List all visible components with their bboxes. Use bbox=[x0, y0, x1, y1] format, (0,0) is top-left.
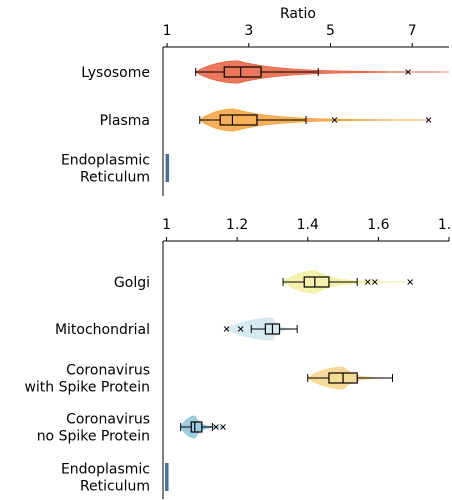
x-axis-title: Ratio bbox=[280, 6, 316, 22]
y-tick-label-coronavirus-no-spike-protein: Coronavirus no Spike Protein bbox=[37, 412, 150, 445]
y-tick-label-coronavirus-with-spike-protein: Coronavirus with Spike Protein bbox=[24, 363, 150, 396]
y-tick-label-endoplasmic-reticulum: Endoplasmic Reticulum bbox=[61, 153, 150, 186]
marker-endoplasmic-reticulum bbox=[165, 154, 170, 182]
outlier-golgi bbox=[372, 279, 378, 285]
x-tick-label: 1.6 bbox=[367, 217, 389, 233]
outlier-mitochondrial bbox=[223, 326, 230, 332]
outlier-lysosome bbox=[405, 69, 411, 75]
outlier-coronavirus-no-spike-protein bbox=[213, 424, 219, 430]
y-tick-label-mitochondrial: Mitochondrial bbox=[55, 322, 150, 338]
marker-endoplasmic-reticulum bbox=[165, 463, 169, 491]
box-lysosome bbox=[223, 66, 262, 78]
x-tick-label: 5 bbox=[326, 23, 335, 39]
x-tick-label: 1 bbox=[162, 217, 171, 233]
x-tick-label: 7 bbox=[408, 23, 417, 39]
outlier-coronavirus-no-spike-protein bbox=[220, 424, 226, 430]
box-golgi bbox=[303, 276, 330, 288]
outlier-plasma bbox=[331, 117, 338, 123]
x-tick-label: 1.2 bbox=[226, 217, 248, 233]
x-tick-label: 3 bbox=[244, 23, 253, 39]
bottom-panel: 1 1.2 1.4 1.6 1.8 Golgi Mitochondrial Coronavir… bbox=[24, 217, 452, 499]
violin-lysosome bbox=[194, 60, 450, 84]
outlier-plasma bbox=[425, 117, 432, 123]
outlier-mitochondrial bbox=[237, 326, 244, 332]
x-tick-label: 1.8 bbox=[438, 217, 452, 233]
outlier-golgi bbox=[407, 279, 413, 285]
box-plasma bbox=[219, 114, 258, 126]
y-tick-label-endoplasmic-reticulum: Endoplasmic Reticulum bbox=[61, 462, 150, 495]
y-tick-label-lysosome: Lysosome bbox=[81, 65, 150, 81]
x-tick-label: 1.4 bbox=[297, 217, 319, 233]
y-tick-label-plasma: Plasma bbox=[100, 113, 150, 129]
y-tick-label-golgi: Golgi bbox=[114, 275, 150, 291]
box-coronavirus-no-spike-protein bbox=[190, 421, 203, 433]
outlier-golgi bbox=[364, 279, 371, 285]
x-tick-label: 1 bbox=[163, 23, 172, 39]
violin-plasma bbox=[199, 108, 429, 132]
top-panel: Ratio 1 3 5 7 Lysosome Plasma Endoplasmic Reticu… bbox=[61, 6, 450, 196]
